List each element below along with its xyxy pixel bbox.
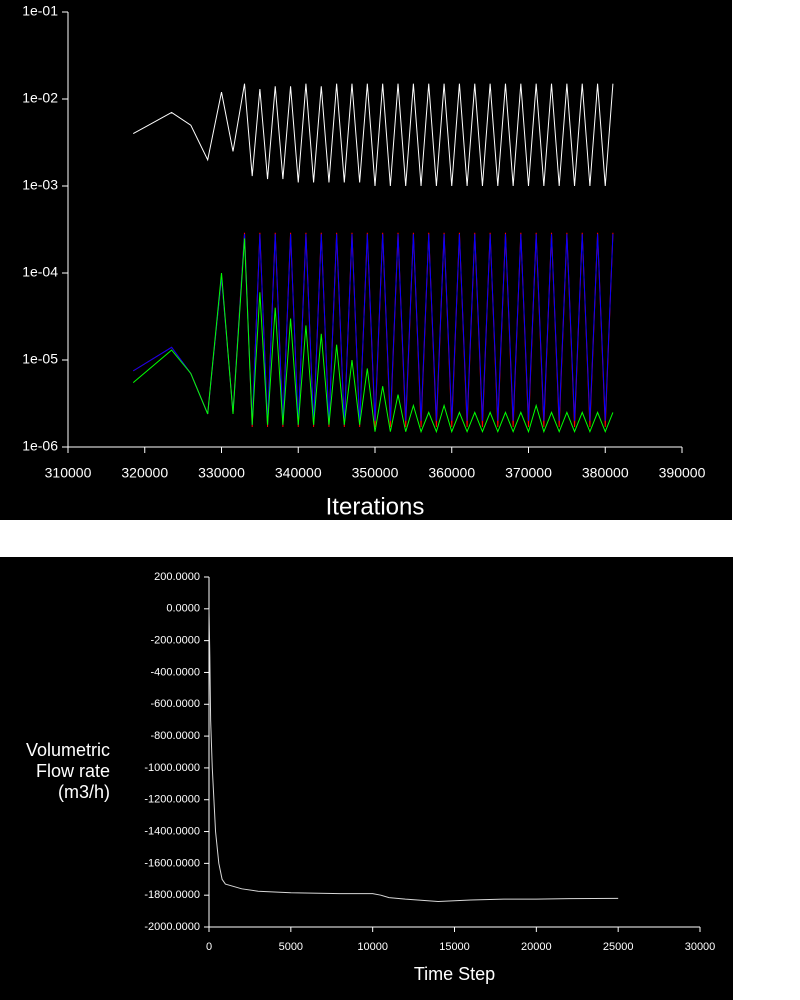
x-axis-title: Iterations	[326, 493, 425, 520]
x-tick-label: 20000	[521, 941, 552, 953]
y-tick-label: -1600.0000	[144, 857, 200, 869]
residuals-chart: 1e-06 1e-05 1e-04 1e-03 1e-02 1e-01 310000 3200…	[0, 0, 732, 520]
x-tick-label: 5000	[279, 941, 303, 953]
y-tick-label: 0.0000	[166, 603, 200, 615]
x-tick-label: 310000	[45, 465, 92, 481]
series-line	[208, 608, 619, 903]
y-tick-label: -1000.0000	[144, 762, 200, 774]
x-tick-label: 380000	[582, 465, 629, 481]
y-tick-label: -1400.0000	[144, 825, 200, 837]
x-tick-label: 15000	[439, 941, 470, 953]
x-tick-label: 350000	[352, 465, 399, 481]
x-tick-label: 10000	[357, 941, 388, 953]
x-tick-label: 340000	[275, 465, 322, 481]
y-tick-label: -800.0000	[150, 730, 200, 742]
y-tick-label: -1200.0000	[144, 794, 200, 806]
flow-rate-chart: 200.0000 0.0000 -200.0000 -400.0000 -600.000…	[0, 557, 733, 1000]
x-tick-label: 330000	[198, 465, 245, 481]
y-tick-label: 1e-05	[22, 351, 58, 367]
y-axis-title: Volumetric Flow rate (m3/h)	[25, 740, 110, 802]
y-tick-label: -1800.0000	[144, 889, 200, 901]
series-line	[132, 238, 614, 434]
series-line	[132, 232, 614, 427]
x-tick-label: 25000	[603, 941, 634, 953]
series-line	[132, 83, 614, 187]
y-tick-label: 1e-06	[22, 438, 58, 454]
y-tick-label: -400.0000	[150, 666, 200, 678]
x-tick-label: 360000	[428, 465, 475, 481]
x-tick-label: 30000	[685, 941, 716, 953]
y-tick-label: 1e-03	[22, 177, 58, 193]
x-tick-label: 0	[206, 941, 212, 953]
y-tick-label: 1e-01	[22, 3, 58, 19]
y-tick-label: 1e-02	[22, 90, 58, 106]
y-tick-label: -2000.0000	[144, 921, 200, 933]
y-tick-label: 1e-04	[22, 264, 58, 280]
x-tick-label: 320000	[121, 465, 168, 481]
series-line	[132, 234, 614, 425]
y-tick-label: -200.0000	[150, 635, 200, 647]
x-axis-title: Time Step	[414, 964, 495, 984]
y-tick-label: -600.0000	[150, 698, 200, 710]
x-tick-label: 390000	[659, 465, 706, 481]
x-tick-label: 370000	[505, 465, 552, 481]
y-tick-label: 200.0000	[154, 571, 200, 583]
